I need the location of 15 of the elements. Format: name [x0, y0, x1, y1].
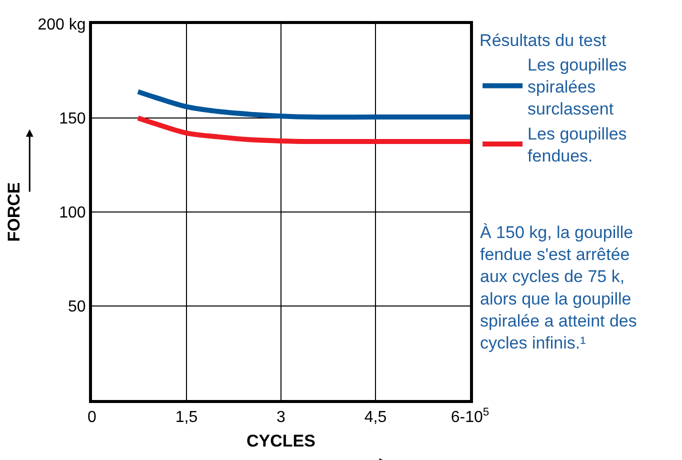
x-tick-label: 4,5: [364, 409, 387, 426]
x-tick-label: 3: [276, 409, 286, 426]
x-tick-label: 6-10$^{5}$: [450, 406, 490, 426]
x-tick-label: 0: [88, 409, 97, 426]
text: À 150 kg, la goupille fendue s'est arrêtée aux cycles de 75 k, alors que la goupille spiralée a atteint des cycles infinis.¹: [480, 223, 637, 352]
y-tick-label: 200 kg: [38, 16, 86, 34]
x-tick-label: 1,5: [175, 409, 198, 426]
x-axis-title: CYCLES: [246, 432, 316, 451]
y-tick-label: 50: [68, 298, 86, 316]
legend-label: Les goupilles spiralées surclassent: [528, 55, 627, 118]
y-tick-label: 100: [59, 204, 86, 222]
legend-label: Les goupilles fendues.: [528, 124, 627, 166]
y-tick-label: 150: [59, 110, 86, 128]
y-axis-title: FORCE: [4, 182, 24, 242]
legend-title: Résultats du test: [480, 31, 606, 50]
